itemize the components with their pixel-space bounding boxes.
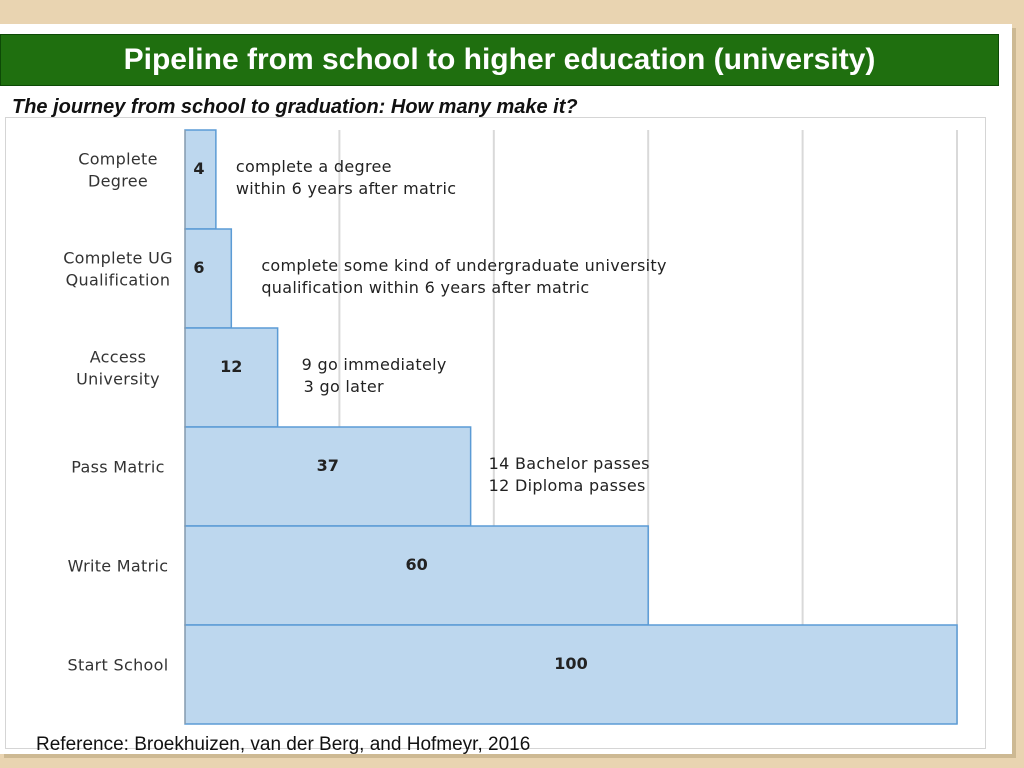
category-label: Complete UG xyxy=(63,249,173,268)
category-label: Complete xyxy=(78,150,158,169)
reference-note: Reference: Broekhuizen, van der Berg, an… xyxy=(36,734,531,755)
category-label: Access xyxy=(90,348,147,367)
data-label: 60 xyxy=(405,555,427,574)
bar xyxy=(184,228,233,329)
bar xyxy=(184,624,958,725)
annotation-label: 9 go immediately xyxy=(302,355,447,374)
annotation-label: 14 Bachelor passes xyxy=(489,454,650,473)
title-bar: Pipeline from school to higher education… xyxy=(0,34,999,86)
data-label: 4 xyxy=(193,159,204,178)
bar xyxy=(184,525,649,626)
slide-subtitle: The journey from school to graduation: H… xyxy=(12,96,578,118)
category-label: Write Matric xyxy=(68,557,169,576)
category-label: Pass Matric xyxy=(71,458,165,477)
bar xyxy=(184,327,279,428)
data-label: 37 xyxy=(317,456,339,475)
bar xyxy=(184,129,217,230)
data-label: 6 xyxy=(193,258,204,277)
annotation-label: 3 go later xyxy=(304,377,384,396)
annotation-label: complete some kind of undergraduate univ… xyxy=(261,256,666,275)
bar xyxy=(184,426,472,527)
annotation-label: qualification within 6 years after matri… xyxy=(261,278,589,297)
annotation-label: within 6 years after matric xyxy=(236,179,457,198)
data-label: 100 xyxy=(554,654,587,673)
annotation-label: 12 Diploma passes xyxy=(489,476,646,495)
category-label: Degree xyxy=(88,172,148,191)
slide-title: Pipeline from school to higher education… xyxy=(123,43,876,76)
category-label: Qualification xyxy=(66,271,171,290)
category-label: University xyxy=(76,370,160,389)
annotation-label: complete a degree xyxy=(236,157,392,176)
data-label: 12 xyxy=(220,357,242,376)
category-label: Start School xyxy=(68,656,169,675)
